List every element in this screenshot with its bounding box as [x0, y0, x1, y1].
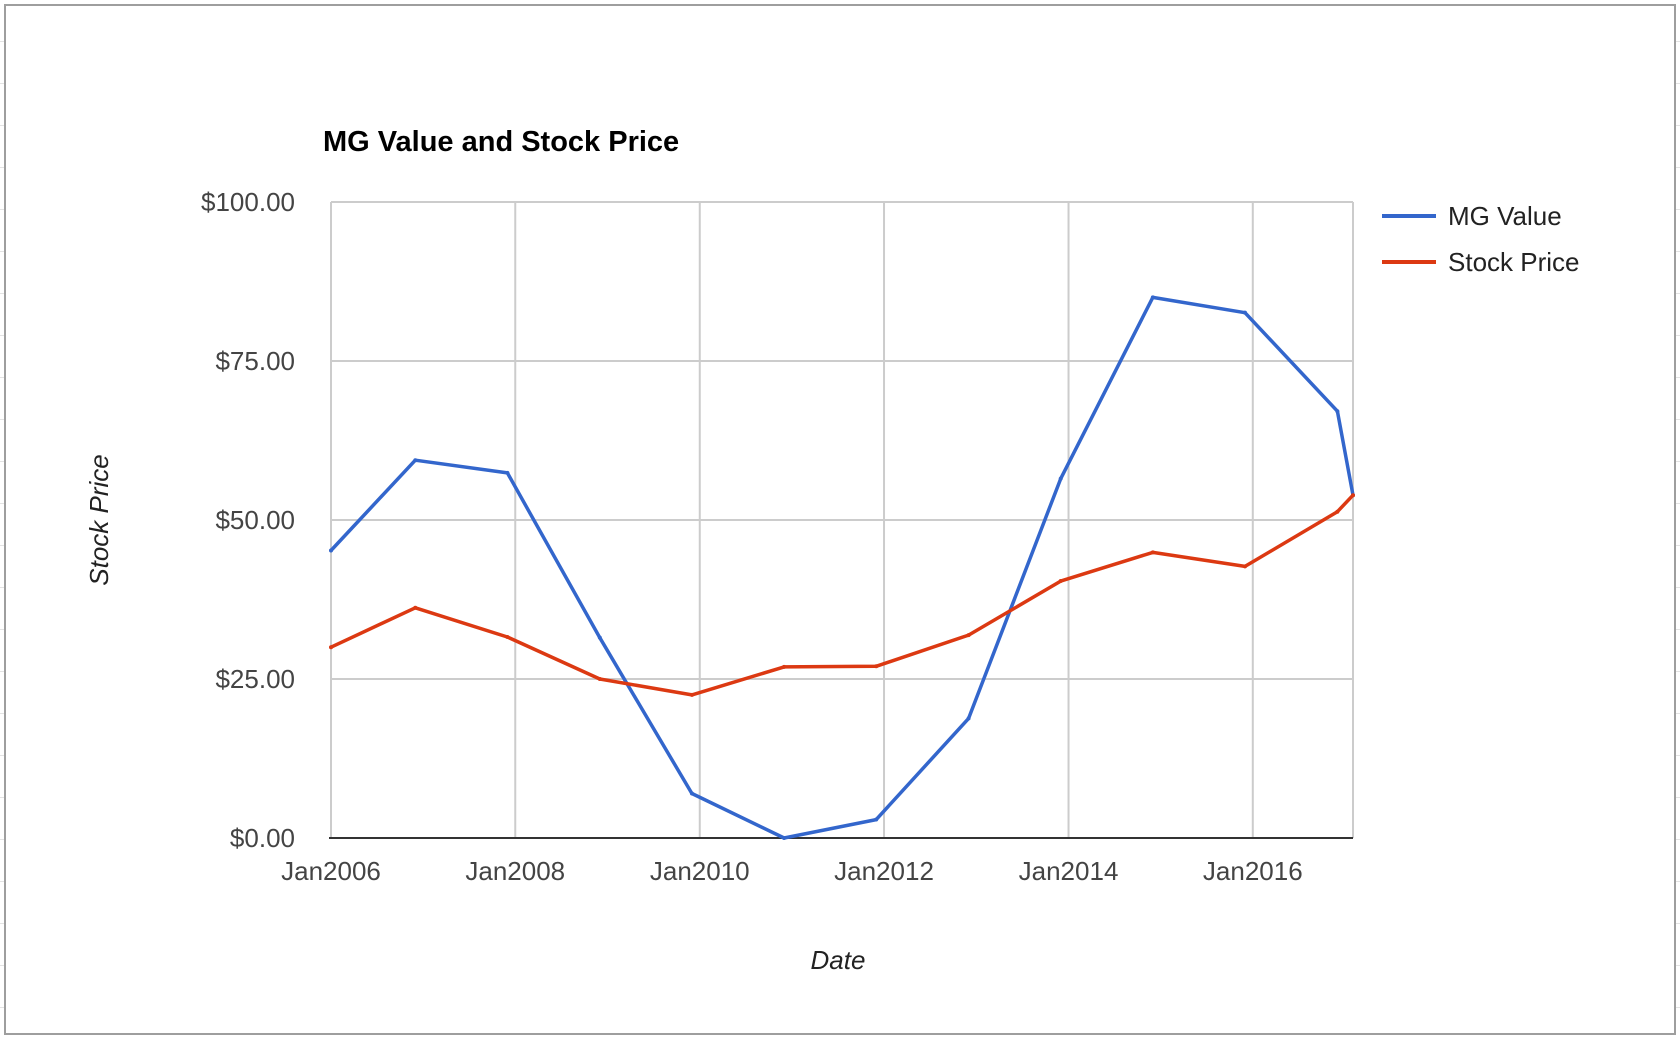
legend: MG Value Stock Price	[1382, 201, 1580, 277]
mg-value-point	[1242, 310, 1247, 315]
y-axis-ticks: $0.00 $25.00 $50.00 $75.00 $100.00	[201, 187, 295, 853]
stock-price-point	[1150, 550, 1155, 555]
legend-label-mg-value: MG Value	[1448, 201, 1562, 231]
series-lines	[329, 295, 1355, 840]
mg-value-line	[329, 295, 1355, 840]
y-tick-label: $100.00	[201, 187, 295, 217]
y-axis-title: Stock Price	[84, 454, 114, 586]
mg-value-point	[597, 635, 602, 640]
mg-value-point	[1058, 476, 1063, 481]
mg-value-point	[874, 817, 879, 822]
y-tick-label: $25.00	[215, 664, 295, 694]
x-tick-label: Jan2014	[1019, 856, 1119, 886]
mg-value-point	[1335, 409, 1340, 414]
stock-price-point	[1335, 509, 1340, 514]
x-tick-label: Jan2012	[834, 856, 934, 886]
stock-price-point	[689, 692, 694, 697]
gridlines	[329, 201, 1354, 839]
mg-value-point	[1150, 295, 1155, 300]
x-axis-title: Date	[811, 945, 866, 975]
mg-value-point	[329, 548, 333, 553]
mg-value-point	[782, 836, 787, 840]
x-tick-label: Jan2010	[650, 856, 750, 886]
y-tick-label: $0.00	[230, 823, 295, 853]
stock-price-point	[1351, 493, 1355, 498]
mg-value-point	[966, 716, 971, 721]
stock-price-point	[505, 635, 510, 640]
stock-price-point	[413, 605, 418, 610]
stock-price-line	[329, 493, 1355, 697]
stock-price-point	[966, 633, 971, 638]
x-tick-label: Jan2008	[465, 856, 565, 886]
chart-title: MG Value and Stock Price	[323, 126, 679, 158]
stock-price-point	[329, 645, 333, 650]
stock-price-point	[874, 664, 879, 669]
x-tick-label: Jan2016	[1203, 856, 1303, 886]
stock-price-point	[1242, 564, 1247, 569]
stock-price-point	[597, 677, 602, 681]
legend-label-stock-price: Stock Price	[1448, 247, 1580, 277]
mg-value-point	[505, 470, 510, 475]
x-tick-label: Jan2006	[281, 856, 381, 886]
y-tick-label: $75.00	[215, 346, 295, 376]
mg-value-point	[689, 791, 694, 796]
y-tick-label: $50.00	[215, 505, 295, 535]
x-axis-ticks: Jan2006 Jan2008 Jan2010 Jan2012 Jan2014 Jan20…	[281, 856, 1303, 886]
mg-value-point	[413, 458, 418, 463]
stock-price-point	[782, 664, 787, 669]
stock-price-point	[1058, 579, 1063, 584]
